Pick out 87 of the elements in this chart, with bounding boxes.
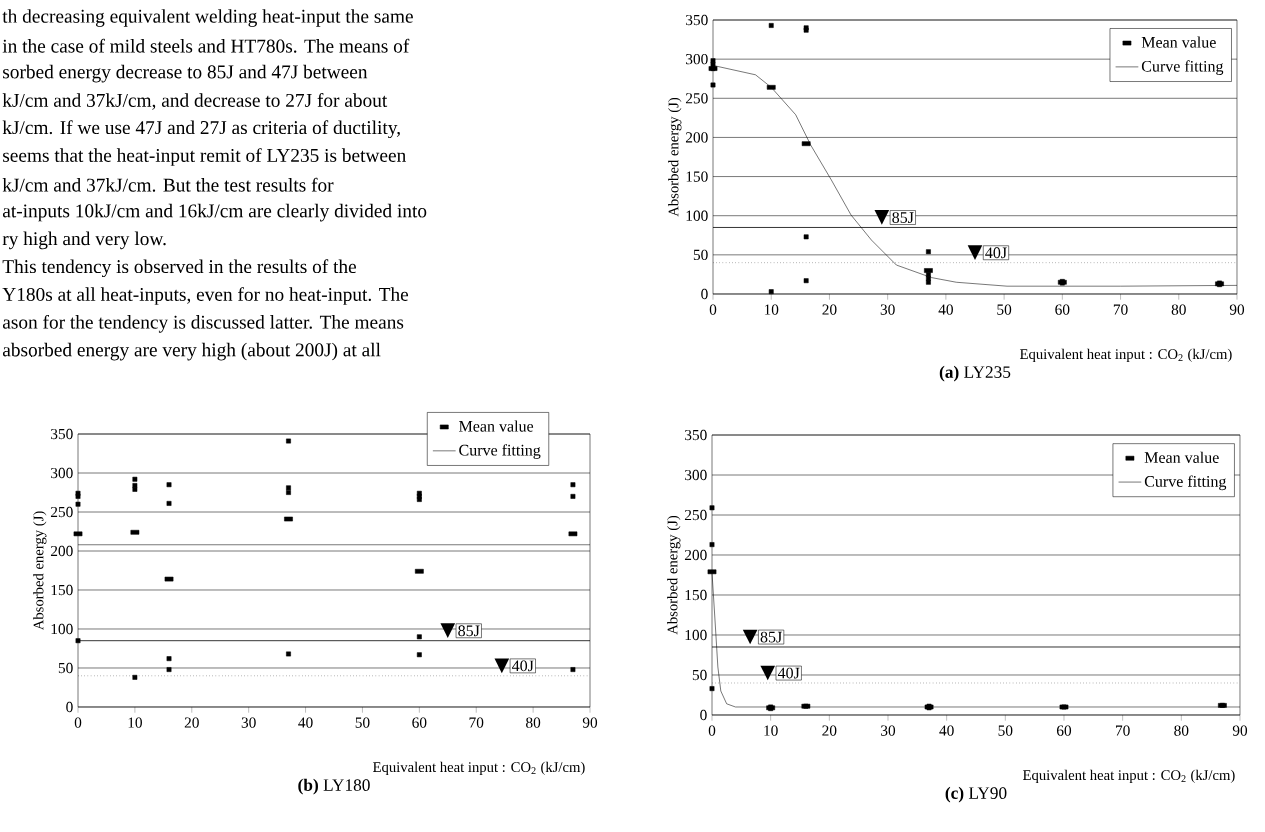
legend-label: Curve fitting [1144,475,1227,491]
text: ason for the tendency is discussed latter. The means [2,314,404,333]
x-tick-label: 10 [128,717,142,728]
text: This tendency is observed in the results of the [2,259,356,278]
y-tick-label: 200 [685,132,708,143]
y-axis-title: Absorbed energy (J) [33,511,47,631]
annotation: 40J [777,667,800,679]
legend-label: Mean value [1141,36,1216,48]
y-tick-label: 50 [692,669,707,681]
x-tick-label: 60 [1056,725,1072,736]
y-tick-label: 100 [686,210,708,221]
y-axis-title: Absorbed energy (J) [667,515,681,635]
y-tick-label: 100 [51,623,73,635]
annotation: 85J [760,631,782,643]
x-tick-label: 50 [998,725,1013,736]
legend-label: Mean value [1144,451,1219,463]
x-tick-label: 90 [582,717,598,728]
text: in the case of mild steels and HT780s. The means of [2,38,410,53]
legend-label: Curve fitting [459,444,541,459]
text: kJ/cm. If we use 47J and 27J as criteria of ductility, [2,120,400,139]
x-tick-label: 80 [1171,304,1186,315]
x-tick-label: 50 [355,717,370,728]
x-axis-title: Equivalent heat input : CO$_{2}$ (kJ/cm) [1022,769,1235,783]
x-tick-label: 0 [74,717,82,728]
x-tick-label: 80 [526,717,541,728]
x-tick-label: 70 [469,717,484,728]
x-tick-label: 80 [1174,725,1189,736]
y-tick-label: 300 [685,469,707,481]
x-tick-label: 0 [709,304,717,315]
y-tick-label: 300 [51,467,73,479]
annotation: 40J [985,247,1007,259]
legend-label: Mean value [459,420,534,432]
text: at-inputs 10kJ/cm and 16kJ/cm are clearly divided into [2,203,427,222]
annotation: 40J [512,660,534,672]
y-tick-label: 100 [685,629,707,641]
y-tick-label: 50 [693,249,708,261]
x-tick-label: 30 [241,717,256,728]
x-tick-label: 40 [298,717,313,728]
y-tick-label: 0 [66,701,73,713]
x-tick-label: 20 [822,725,837,736]
text: (c) LY90 [945,786,1007,803]
y-tick-label: 350 [685,429,707,441]
x-tick-label: 90 [1232,725,1248,736]
annotation: 85J [892,212,914,223]
y-tick-label: 200 [684,549,707,561]
x-tick-label: 60 [412,717,427,728]
text: (b) LY180 [298,778,370,795]
x-tick-label: 30 [880,304,895,315]
x-tick-label: 30 [881,725,896,736]
x-tick-label: 50 [997,304,1012,315]
x-tick-label: 10 [764,304,779,315]
text: (a) LY235 [939,365,1011,382]
y-tick-label: 250 [50,506,73,518]
text: absorbed energy are very high (about 200J) at all [2,342,381,361]
y-tick-label: 150 [51,584,73,596]
x-tick-label: 60 [1055,304,1070,315]
annotation: 85J [458,625,480,637]
x-tick-label: 10 [764,725,778,736]
x-axis-title: Equivalent heat input : CO$_{2}$ (kJ/cm) [372,761,585,775]
x-tick-label: 40 [939,725,954,736]
x-tick-label: 20 [822,304,837,315]
text: seems that the heat-input remit of LY235 is between [3,148,406,166]
text: kJ/cm and 37kJ/cm. But the test results for [2,177,334,192]
y-tick-label: 250 [684,509,707,521]
x-axis-title: Equivalent heat input : CO$_{2}$ (kJ/cm) [1019,348,1232,362]
y-axis-title: Absorbed energy (J) [668,97,682,217]
x-tick-label: 70 [1113,304,1128,315]
text: kJ/cm and 37kJ/cm, and decrease to 27J for about [2,93,388,110]
y-tick-label: 200 [50,545,73,557]
y-tick-label: 250 [685,93,708,104]
x-tick-label: 40 [938,304,953,315]
x-tick-label: 70 [1115,725,1130,736]
y-tick-label: 150 [685,589,707,601]
text: Y180s at all heat-inputs, even for no heat-input. The [2,287,409,305]
legend-label: Curve fitting [1141,60,1224,75]
text: sorbed energy decrease to 85J and 47J between [3,64,368,83]
y-tick-label: 150 [686,171,708,182]
x-tick-label: 20 [184,717,199,728]
text: ry high and very low. [2,231,166,250]
y-tick-label: 50 [58,662,73,674]
y-tick-label: 300 [686,53,708,65]
text: th decreasing equivalent welding heat-input the same [2,9,413,27]
y-tick-label: 0 [701,288,708,300]
x-tick-label: 90 [1229,304,1245,315]
y-tick-label: 350 [686,14,708,26]
y-tick-label: 350 [51,428,73,440]
x-tick-label: 0 [708,725,716,736]
